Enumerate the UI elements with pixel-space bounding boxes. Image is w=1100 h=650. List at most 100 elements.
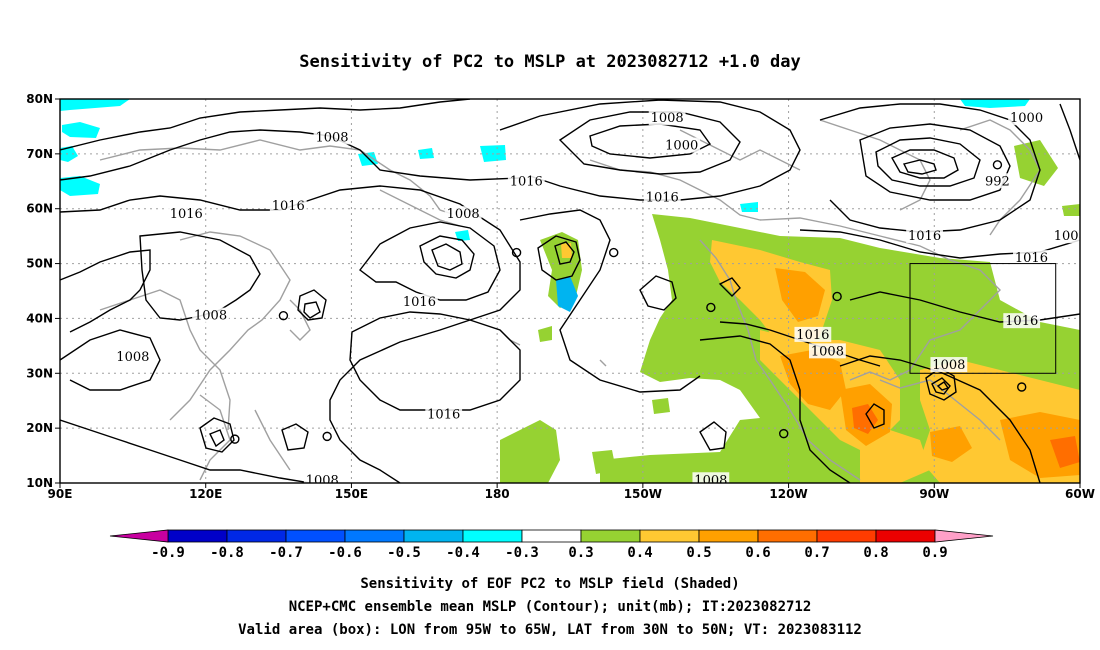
pressure-center-ring: [322, 431, 332, 442]
shade-green-pacific-2: [538, 326, 552, 342]
colorbar-high-triangle: [934, 529, 994, 543]
colorbar-label: 0.5: [686, 545, 711, 561]
colorbar-segment: [757, 529, 818, 543]
lat-tick-label: 30N: [26, 366, 53, 380]
chart-title: Sensitivity of PC2 to MSLP at 2023082712…: [299, 52, 801, 72]
contour-labels: 1008 1016 1016 1008 1008 1008 1008 1016 1016 1016…: [114, 110, 1087, 488]
colorbar-label: -0.8: [210, 545, 244, 561]
shade-cyan-greenland: [960, 99, 1030, 108]
colorbar-segment: [698, 529, 759, 543]
contour-label-bg: [1008, 110, 1045, 126]
contour-label-bg: [269, 197, 307, 213]
lon-tick-label: 150W: [624, 487, 662, 501]
pressure-center-ring: [992, 160, 1003, 170]
colorbar-segment: [403, 529, 464, 543]
contour-label: 1016: [272, 199, 305, 214]
shade-orange-caribbean: [930, 426, 972, 462]
contour-label: 1016: [170, 207, 203, 222]
contour-label-bg: [401, 293, 438, 309]
lat-lon-grid: [60, 99, 1080, 483]
colorbar-segment: [167, 529, 228, 543]
shade-yellow-rockies: [710, 240, 832, 350]
contour-label-bg: [167, 206, 205, 222]
contour-label: 992: [985, 174, 1010, 189]
shade-blue-pacific: [556, 276, 578, 312]
colorbar-label: -0.9: [151, 545, 185, 561]
colorbar-label: -0.3: [505, 545, 539, 561]
pressure-center-ring: [832, 291, 842, 302]
lat-tick-label: 10N: [26, 476, 53, 490]
lon-tick-label: 180: [485, 487, 510, 501]
map-panel: 1008 1016 1016 1008 1008 1008 1008 1016 1016 1016…: [26, 92, 1095, 501]
contour-label: 1008: [315, 130, 348, 145]
contour-label-bg: [930, 357, 968, 373]
contour-label: 1008: [116, 350, 149, 365]
contour-label: 1008: [194, 309, 227, 324]
contour-label-bg: [1051, 228, 1080, 244]
lat-tick-label: 20N: [26, 421, 53, 435]
map-frame: [59, 98, 1081, 484]
contour-label: 1008: [651, 111, 684, 126]
shade-cyan-arctic-west-3: [60, 146, 78, 162]
lat-tick-label: 60N: [26, 202, 53, 216]
contour-label: 1008: [1054, 229, 1087, 244]
lon-tick-label: 120W: [769, 487, 807, 501]
valid-area-box: [909, 263, 1057, 374]
colorbar-label: 0.8: [863, 545, 888, 561]
contour-label: 1000: [665, 139, 698, 154]
colorbar-label: 0.7: [804, 545, 829, 561]
contour-label-bg: [809, 343, 846, 359]
contour-label-bg: [906, 228, 943, 244]
shade-yellow-mexico: [860, 430, 930, 483]
contour-label-bg: [643, 189, 681, 205]
lon-tick-label: 90E: [48, 487, 73, 501]
footer-line-2: NCEP+CMC ensemble mean MSLP (Contour); u…: [289, 599, 812, 615]
colorbar-low-triangle: [109, 529, 169, 543]
pressure-center-ring: [230, 434, 240, 444]
colorbar-segment: [580, 529, 641, 543]
lat-tick-label: 40N: [26, 311, 53, 325]
colorbar-segment: [521, 529, 582, 543]
footer-line-3: Valid area (box): LON from 95W to 65W, L…: [238, 622, 862, 638]
colorbar-segment: [462, 529, 523, 543]
pressure-center-ring: [706, 302, 716, 313]
colorbar-segment: [875, 529, 936, 543]
contour-label: 1016: [1005, 314, 1038, 329]
contour-label-bg: [444, 206, 482, 222]
shade-cyan-arctic-west: [60, 99, 130, 111]
pressure-center-ring: [278, 310, 289, 321]
lon-tick-label: 90W: [919, 487, 949, 501]
pressure-center-ring: [1017, 382, 1027, 392]
contour-label-bg: [425, 406, 463, 422]
colorbar-segment: [639, 529, 700, 543]
shade-yellow-pacific: [561, 243, 572, 258]
lon-tick-label: 150E: [335, 487, 368, 501]
lat-tick-label: 50N: [26, 257, 53, 271]
shade-green-hawaii-2: [592, 450, 616, 474]
longitude-axis: 90E 120E 150E 180 150W 120W 90W 60W: [48, 483, 1095, 501]
pressure-center-ring: [609, 247, 619, 258]
shade-cyan-aleutian: [455, 230, 470, 241]
lat-tick-label: 70N: [26, 147, 53, 161]
contour-label-bg: [663, 137, 701, 153]
colorbar-segment: [226, 529, 287, 543]
contour-label-bg: [794, 326, 832, 342]
lon-tick-label: 60W: [1065, 487, 1095, 501]
contour-label: 1008: [447, 207, 480, 222]
shade-green-newfoundland: [1062, 204, 1080, 216]
contour-label-bg: [192, 307, 229, 323]
contour-label: 1008: [932, 358, 965, 373]
colorbar-segment: [816, 529, 877, 543]
contour-label-bg: [507, 173, 545, 189]
colorbar-label: 0.3: [568, 545, 593, 561]
shade-green-eastpac: [652, 398, 670, 414]
pressure-center-ring: [779, 428, 789, 439]
contour-label: 1016: [908, 229, 941, 244]
shade-cyan-arctic-west-4: [60, 176, 100, 196]
contour-label-bg: [114, 348, 152, 364]
contour-label-bg: [983, 173, 1012, 189]
contour-label: 1016: [403, 295, 436, 310]
contour-label: 1008: [306, 473, 339, 488]
contour-label: 1016: [1015, 251, 1048, 266]
lat-tick-label: 80N: [26, 92, 53, 106]
